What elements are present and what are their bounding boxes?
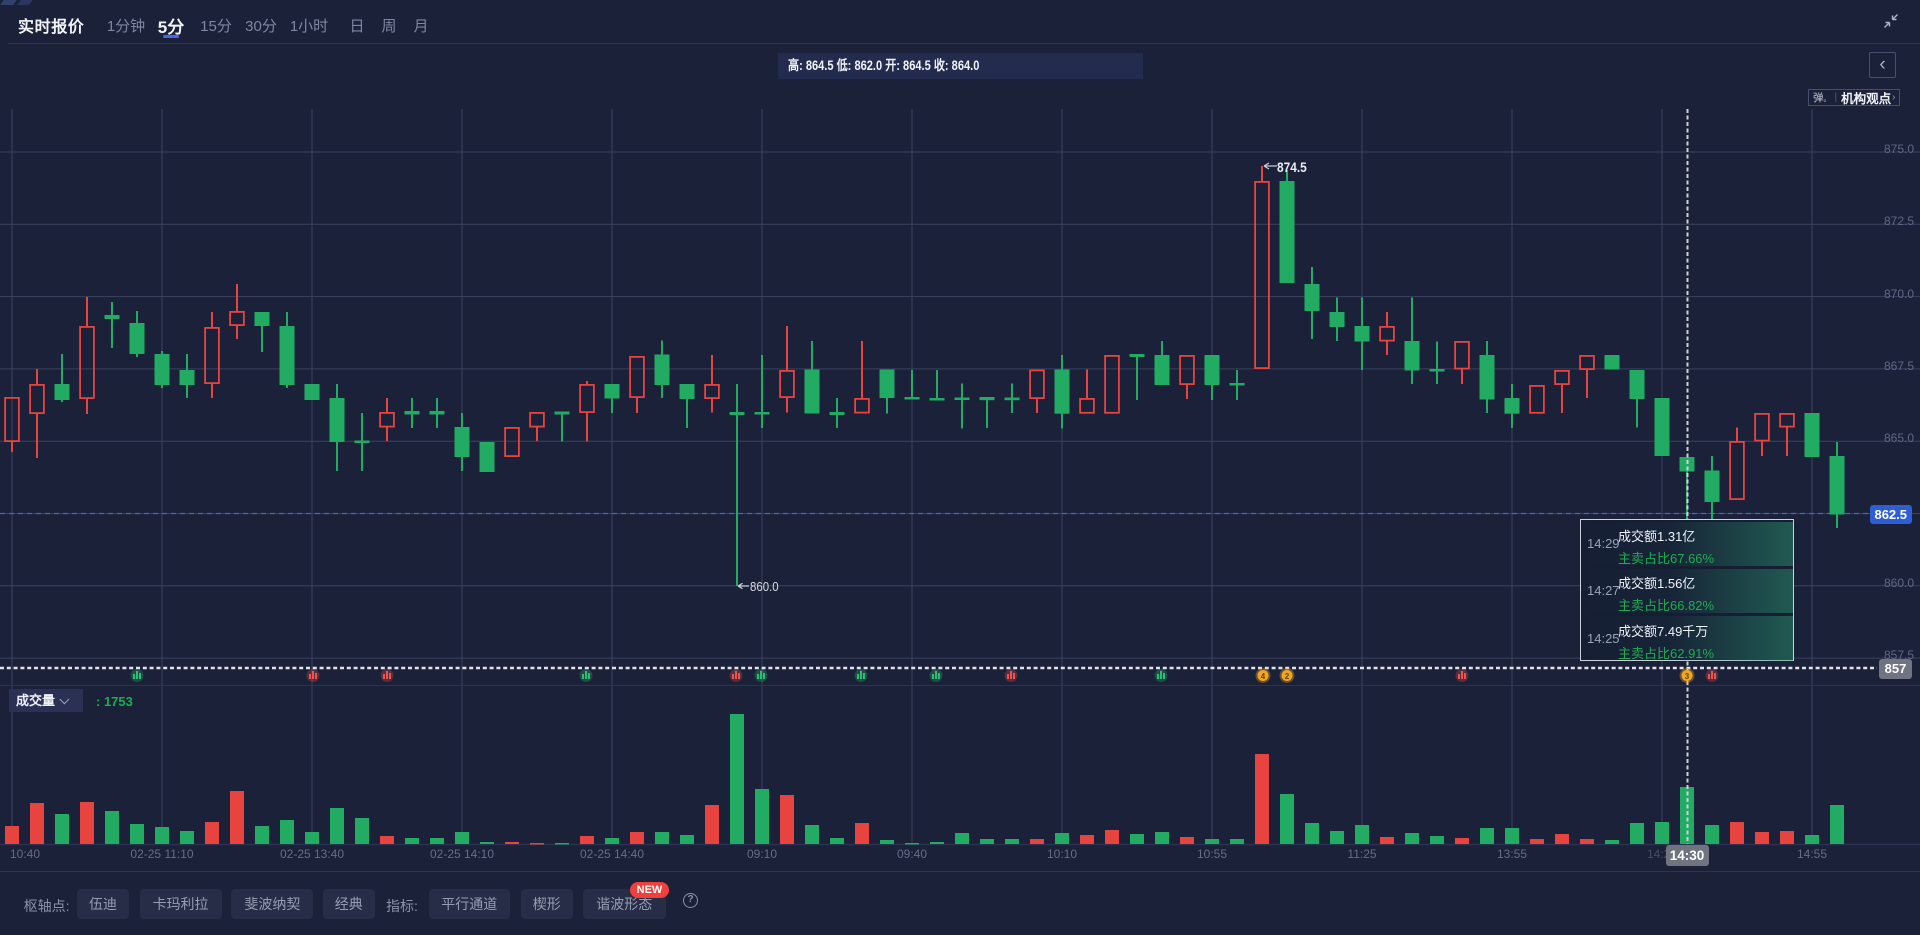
svg-text:2: 2 <box>1285 672 1290 681</box>
svg-text:4: 4 <box>1261 672 1266 681</box>
svg-text:3: 3 <box>1685 672 1690 681</box>
